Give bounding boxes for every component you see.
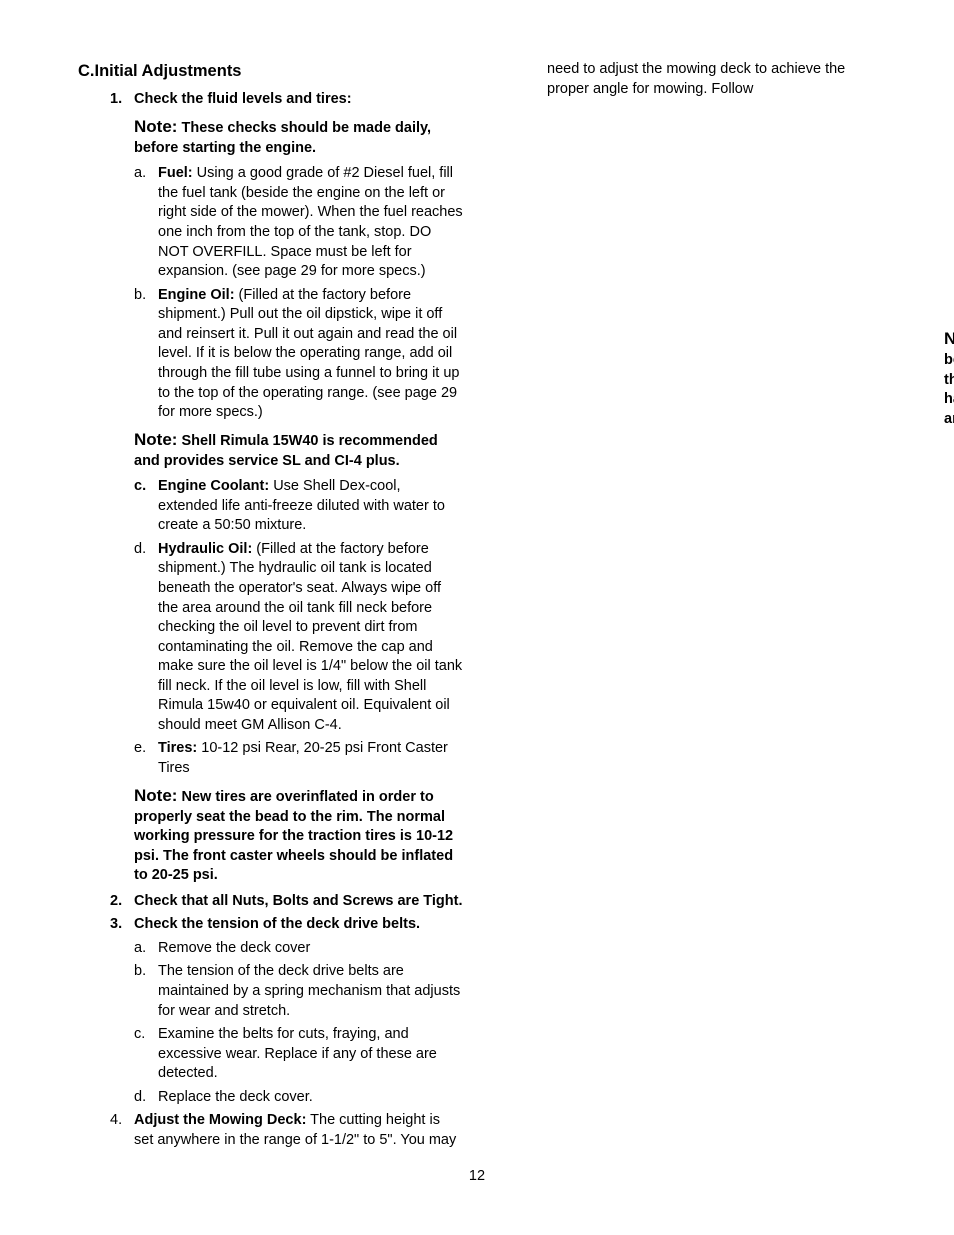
sub-letter: b. <box>134 286 158 423</box>
sub-text: 10-12 psi Rear, 20-25 psi Front Caster T… <box>158 740 448 776</box>
list-item-2: 2. Check that all Nuts, Bolts and Screws… <box>110 892 463 912</box>
sub-letter: d. <box>134 1088 158 1108</box>
list-item-1: 1. Check the fluid levels and tires: <box>110 90 463 110</box>
note-block: Note: The front edge of the mowing deck … <box>944 328 954 429</box>
item-label: Check the tension of the deck drive belt… <box>134 916 420 932</box>
term: Hydraulic Oil: <box>158 541 252 557</box>
sub-item-1b: b. Engine Oil: (Filled at the factory be… <box>134 286 463 423</box>
note-word: Note: <box>944 329 954 348</box>
sub-letter: c. <box>134 1025 158 1084</box>
sub-item-3c: c. Examine the belts for cuts, fraying, … <box>134 1025 463 1084</box>
sub-text: Replace the deck cover. <box>158 1088 463 1108</box>
sub-item-1e: e. Tires: 10-12 psi Rear, 20-25 psi Fron… <box>134 739 463 778</box>
section-heading: C.Initial Adjustments <box>78 60 463 82</box>
item-label: Check the fluid levels and tires: <box>134 91 352 107</box>
sub-item-1c: c. Engine Coolant: Use Shell Dex-cool, e… <box>134 477 463 536</box>
item-number: 3. <box>110 915 134 935</box>
sub-text: Remove the deck cover <box>158 939 463 959</box>
sub-item-1d: d. Hydraulic Oil: (Filled at the factory… <box>134 540 463 736</box>
item-number: 2. <box>110 892 134 912</box>
note-text: These checks should be made daily, befor… <box>134 120 431 156</box>
note-text: New tires are overinflated in order to p… <box>134 789 453 884</box>
page-number: 12 <box>78 1167 876 1187</box>
note-block: Note: These checks should be made daily,… <box>134 116 463 159</box>
sub-text: Using a good grade of #2 Diesel fuel, fi… <box>158 165 463 279</box>
term: Fuel: <box>158 165 193 181</box>
sub-item-3b: b. The tension of the deck drive belts a… <box>134 962 463 1021</box>
note-word: Note: <box>134 786 177 805</box>
note-block: Note: New tires are overinflated in orde… <box>134 785 463 886</box>
term: Tires: <box>158 740 197 756</box>
sub-item-1a: a. Fuel: Using a good grade of #2 Diesel… <box>134 164 463 281</box>
item-label: Check that all Nuts, Bolts and Screws ar… <box>134 893 462 909</box>
sub-item-3a: a. Remove the deck cover <box>134 939 463 959</box>
term: Engine Coolant: <box>158 478 269 494</box>
sub-letter: c. <box>134 477 158 536</box>
sub-text: Examine the belts for cuts, fraying, and… <box>158 1025 463 1084</box>
sub-text: The tension of the deck drive belts are … <box>158 962 463 1021</box>
note-block: Note: Shell Rimula 15W40 is recommended … <box>134 429 463 472</box>
sub-letter: e. <box>134 739 158 778</box>
sub-letter: d. <box>134 540 158 736</box>
note-text: Shell Rimula 15W40 is recommended and pr… <box>134 433 438 469</box>
item-number: 1. <box>110 90 134 110</box>
term: Adjust the Mowing Deck: <box>134 1112 306 1128</box>
sub-text: (Filled at the factory before shipment.)… <box>158 287 459 420</box>
note-word: Note: <box>134 430 177 449</box>
note-word: Note: <box>134 117 177 136</box>
sub-text: (Filled at the factory before shipment.)… <box>158 541 462 733</box>
sub-letter: a. <box>134 939 158 959</box>
term: Engine Oil: <box>158 287 235 303</box>
list-item-3: 3. Check the tension of the deck drive b… <box>110 915 463 935</box>
sub-letter: b. <box>134 962 158 1021</box>
sub-item-3d: d. Replace the deck cover. <box>134 1088 463 1108</box>
sub-letter: a. <box>134 164 158 281</box>
